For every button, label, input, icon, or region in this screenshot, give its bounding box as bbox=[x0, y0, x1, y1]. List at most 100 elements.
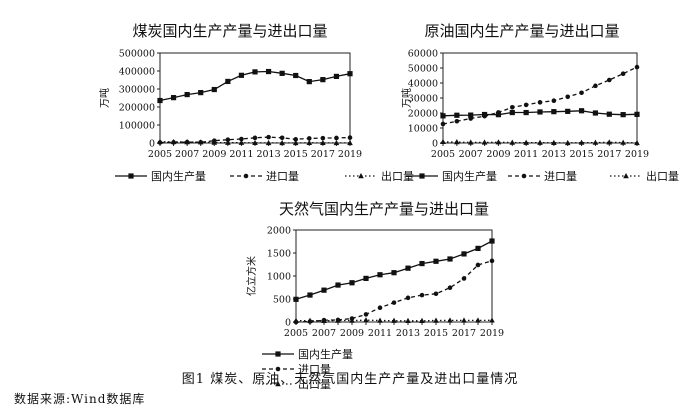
data-point bbox=[347, 71, 353, 77]
chart-title: 天然气国内生产产量与进出口量 bbox=[279, 200, 489, 218]
legend-label: 进口量 bbox=[298, 363, 331, 376]
data-point bbox=[634, 64, 640, 70]
data-point bbox=[377, 272, 383, 278]
data-point bbox=[489, 258, 495, 264]
data-point bbox=[475, 317, 481, 323]
data-point bbox=[461, 317, 467, 323]
data-point bbox=[482, 113, 487, 119]
data-point bbox=[211, 86, 217, 93]
data-point bbox=[266, 134, 271, 140]
legend-label: 出口量 bbox=[381, 169, 414, 183]
legend-marker bbox=[128, 173, 134, 179]
data-point bbox=[579, 90, 584, 96]
data-point bbox=[391, 317, 397, 323]
series-2 bbox=[440, 64, 640, 127]
legend-entry: 国内生产量 bbox=[406, 169, 497, 183]
data-point bbox=[335, 317, 341, 323]
legend-entry: 出口量 bbox=[345, 169, 414, 183]
data-point bbox=[565, 108, 571, 114]
data-point bbox=[578, 108, 585, 114]
data-point bbox=[440, 121, 446, 127]
data-point bbox=[606, 111, 612, 117]
data-point bbox=[433, 258, 439, 264]
x-tick-label: 2007 bbox=[459, 149, 483, 160]
data-point bbox=[293, 296, 299, 302]
chart-title: 煤炭国内生产产量与进出口量 bbox=[132, 22, 327, 40]
data-point bbox=[279, 135, 285, 141]
series-line bbox=[295, 319, 493, 322]
legend-entry: 出口量 bbox=[610, 169, 679, 183]
data-point bbox=[405, 295, 411, 301]
y-tick-label: 0 bbox=[285, 318, 291, 329]
legend-label: 进口量 bbox=[544, 170, 577, 183]
data-point bbox=[265, 68, 272, 75]
y-tick-label: 10000 bbox=[408, 124, 438, 135]
data-point bbox=[157, 97, 163, 104]
data-point bbox=[252, 135, 258, 141]
data-point bbox=[333, 139, 340, 146]
data-point bbox=[306, 136, 312, 141]
data-point bbox=[320, 135, 326, 141]
x-tick-label: 2015 bbox=[284, 149, 308, 160]
legend-marker bbox=[243, 173, 249, 179]
y-tick-label: 100000 bbox=[119, 121, 155, 132]
data-point bbox=[592, 139, 599, 145]
data-point bbox=[279, 70, 285, 76]
data-point bbox=[347, 135, 353, 140]
data-point bbox=[347, 139, 353, 146]
data-point bbox=[509, 109, 515, 116]
legend-label: 出口量 bbox=[298, 377, 331, 391]
data-point bbox=[447, 256, 453, 262]
data-point bbox=[225, 139, 231, 145]
data-point bbox=[293, 317, 299, 323]
data-point bbox=[467, 139, 474, 145]
data-point bbox=[447, 285, 453, 291]
legend-marker bbox=[275, 381, 281, 387]
legend-marker bbox=[275, 366, 281, 372]
data-point bbox=[620, 139, 626, 145]
x-tick-label: 2013 bbox=[542, 149, 566, 160]
data-point bbox=[320, 77, 326, 83]
series-1 bbox=[293, 238, 495, 302]
x-tick-label: 2007 bbox=[175, 149, 199, 160]
x-tick-label: 2005 bbox=[284, 328, 308, 339]
data-point bbox=[349, 280, 355, 286]
y-tick-label: 1500 bbox=[267, 249, 291, 260]
data-point bbox=[170, 138, 177, 145]
x-tick-label: 2019 bbox=[338, 149, 362, 160]
data-point bbox=[184, 139, 190, 145]
legend-label: 进口量 bbox=[266, 170, 299, 183]
data-point bbox=[593, 83, 598, 89]
data-point bbox=[211, 139, 218, 145]
legend-entry: 国内生产量 bbox=[115, 169, 206, 183]
data-point bbox=[198, 90, 204, 96]
data-point bbox=[620, 112, 626, 118]
data-point bbox=[537, 100, 543, 105]
legend-entry: 进口量 bbox=[508, 170, 577, 183]
x-tick-label: 2015 bbox=[569, 149, 593, 160]
data-point bbox=[468, 116, 474, 121]
y-tick-label: 1000 bbox=[267, 272, 291, 283]
data-point bbox=[377, 305, 383, 310]
series-3 bbox=[157, 138, 353, 146]
data-point bbox=[391, 270, 397, 276]
data-point bbox=[475, 245, 481, 251]
x-tick-label: 2019 bbox=[625, 149, 649, 160]
series-3 bbox=[293, 317, 495, 324]
data-point bbox=[454, 118, 460, 124]
legend-label: 国内生产量 bbox=[151, 169, 206, 183]
data-point bbox=[334, 135, 339, 141]
data-point bbox=[239, 136, 244, 142]
x-tick-label: 2017 bbox=[452, 328, 476, 339]
data-point bbox=[391, 300, 397, 305]
y-tick-label: 300000 bbox=[119, 85, 155, 96]
data-point bbox=[606, 139, 613, 145]
data-point bbox=[461, 276, 467, 281]
legend-marker bbox=[521, 173, 527, 179]
data-point bbox=[307, 292, 313, 298]
x-tick-label: 2009 bbox=[486, 149, 510, 160]
data-point bbox=[170, 95, 177, 101]
data-point bbox=[564, 139, 571, 146]
y-tick-label: 500000 bbox=[119, 49, 155, 60]
